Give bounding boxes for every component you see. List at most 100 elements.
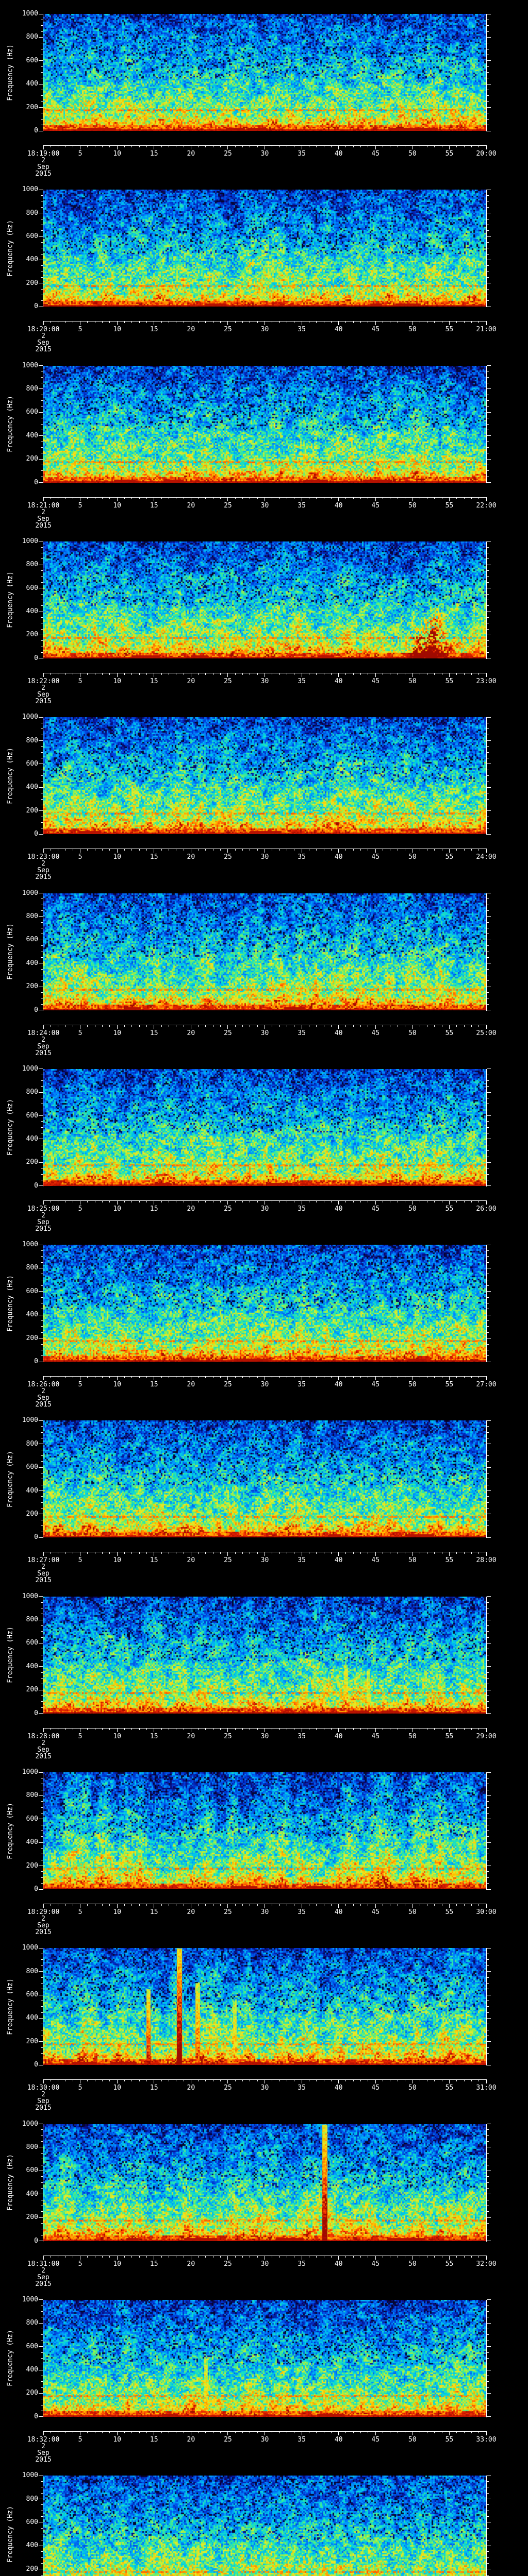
y-axis-minor-tick	[487, 25, 489, 26]
x-axis-minor-tick	[87, 1904, 88, 1906]
y-axis-minor-tick	[487, 1602, 489, 1603]
x-axis-minor-tick	[131, 1200, 133, 1202]
y-axis-minor-tick	[487, 1344, 489, 1345]
x-axis-minor-tick	[235, 497, 236, 499]
x-axis-minor-tick	[279, 2079, 280, 2082]
y-axis-minor-tick	[41, 1982, 43, 1984]
x-axis-minor-tick	[456, 145, 457, 147]
y-axis-minor-tick	[41, 253, 43, 255]
x-axis-tick-label: 40	[334, 1205, 343, 1213]
x-axis-minor-tick	[131, 321, 133, 324]
spectrogram-image	[43, 190, 486, 307]
x-axis-minor-tick	[478, 2255, 480, 2258]
x-axis-minor-tick	[146, 2431, 147, 2433]
y-axis-minor-tick	[41, 1455, 43, 1456]
y-axis-tick-label: 0	[34, 1533, 38, 1541]
y-axis-tick-label: 600	[26, 759, 38, 768]
x-axis-minor-tick	[146, 2079, 147, 2082]
x-axis-minor-tick	[87, 2079, 88, 2082]
x-axis-minor-tick	[345, 849, 346, 851]
x-axis-tick-label: 5	[78, 2435, 82, 2444]
y-axis-minor-tick	[487, 1707, 489, 1708]
y-axis-minor-tick	[41, 775, 43, 776]
y-axis-minor-tick	[487, 2006, 489, 2007]
x-axis-tick-label: 30	[260, 2260, 269, 2268]
x-axis-tick-label: 5	[78, 1381, 82, 1389]
x-axis-minor-tick	[478, 849, 480, 851]
x-axis-minor-tick	[139, 672, 140, 675]
x-axis-major-tick	[449, 849, 450, 853]
y-axis-major-tick	[487, 2217, 491, 2218]
y-axis-minor-tick	[487, 253, 489, 255]
y-axis-minor-tick	[41, 2528, 43, 2529]
y-axis-minor-tick	[487, 640, 489, 641]
y-axis-tick-label: 1000	[22, 2120, 38, 2128]
x-axis-tick-label: 50	[408, 677, 417, 685]
spectrogram-image	[43, 541, 486, 658]
x-axis-minor-tick	[257, 672, 258, 675]
y-axis-minor-tick	[41, 2182, 43, 2183]
x-axis-minor-tick	[87, 321, 88, 324]
x-axis-major-tick	[117, 2431, 118, 2435]
x-axis-minor-tick	[124, 1024, 125, 1027]
x-axis-minor-tick	[146, 1024, 147, 1027]
date-label-line: 2	[41, 2266, 45, 2275]
x-axis-minor-tick	[109, 497, 110, 499]
x-axis-minor-tick	[434, 2255, 435, 2258]
x-axis-tick-label: 25	[224, 1381, 232, 1389]
y-axis-major-tick	[487, 1889, 491, 1890]
x-axis-tick-label: 40	[334, 150, 343, 158]
y-axis-line-right	[486, 1596, 487, 1714]
y-axis-minor-tick	[487, 2557, 489, 2558]
y-axis-minor-tick	[487, 242, 489, 243]
x-axis-minor-tick	[316, 1904, 317, 1906]
y-axis-major-tick	[487, 717, 491, 718]
x-axis-minor-tick	[161, 849, 162, 851]
y-axis-major-tick	[487, 388, 491, 389]
x-axis-minor-tick	[205, 2079, 206, 2082]
y-axis-major-tick	[39, 834, 43, 835]
date-label-line: 2015	[35, 1225, 52, 1233]
x-axis-minor-tick	[478, 2431, 480, 2433]
date-label-line: 2	[41, 684, 45, 692]
x-axis-minor-tick	[471, 1727, 472, 1730]
x-axis-minor-tick	[198, 1024, 199, 1027]
x-axis-minor-tick	[471, 1376, 472, 1379]
x-axis-minor-tick	[360, 2079, 361, 2082]
x-axis-minor-tick	[102, 2255, 103, 2258]
x-axis-minor-tick	[353, 1024, 354, 1027]
y-axis-minor-tick	[41, 1877, 43, 1878]
y-axis-major-tick	[39, 435, 43, 436]
y-axis-tick-label: 0	[34, 2236, 38, 2245]
y-axis-tick-label: 400	[26, 1486, 38, 1495]
y-axis-major-tick	[39, 1596, 43, 1597]
y-axis-minor-tick	[41, 2563, 43, 2564]
x-axis-minor-tick	[279, 1904, 280, 1906]
y-axis-minor-tick	[487, 277, 489, 278]
x-axis-minor-tick	[478, 1200, 480, 1202]
date-label-line: 2	[41, 1036, 45, 1044]
y-axis-minor-tick	[487, 822, 489, 823]
y-axis-minor-tick	[487, 1461, 489, 1462]
x-axis-tick-label: 18:31:00	[27, 2260, 60, 2268]
y-axis-minor-tick	[41, 2557, 43, 2558]
x-axis-minor-tick	[464, 2255, 465, 2258]
x-axis-minor-tick	[360, 1552, 361, 1554]
y-axis-minor-tick	[487, 1256, 489, 1257]
x-axis-tick-label: 20	[187, 1556, 195, 1565]
y-axis-major-tick	[487, 2041, 491, 2042]
y-axis-minor-tick	[487, 2182, 489, 2183]
x-axis-tick-label: 35	[298, 1205, 306, 1213]
x-axis-minor-tick	[464, 1904, 465, 1906]
spectrogram-image	[43, 717, 486, 835]
x-axis-tick-label: 25	[224, 1908, 232, 1916]
y-axis-minor-tick	[41, 1432, 43, 1433]
x-axis-tick-label: 30	[260, 677, 269, 685]
x-axis-tick-label: 25	[224, 2435, 232, 2444]
x-axis-minor-tick	[345, 1904, 346, 1906]
y-axis-line-right	[486, 1069, 487, 1187]
x-axis-minor-tick	[353, 2431, 354, 2433]
date-label-line: Sep	[37, 1042, 50, 1050]
x-axis-minor-tick	[353, 321, 354, 324]
y-axis-minor-tick	[487, 1959, 489, 1960]
